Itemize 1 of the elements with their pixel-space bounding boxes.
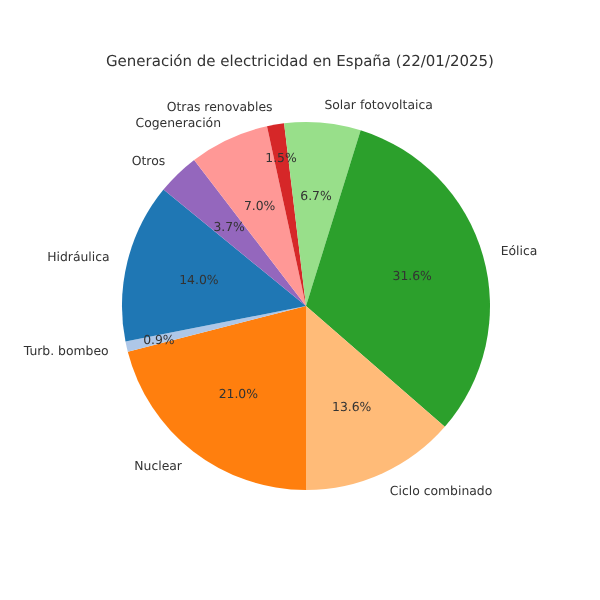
pie-slice (127, 306, 306, 490)
